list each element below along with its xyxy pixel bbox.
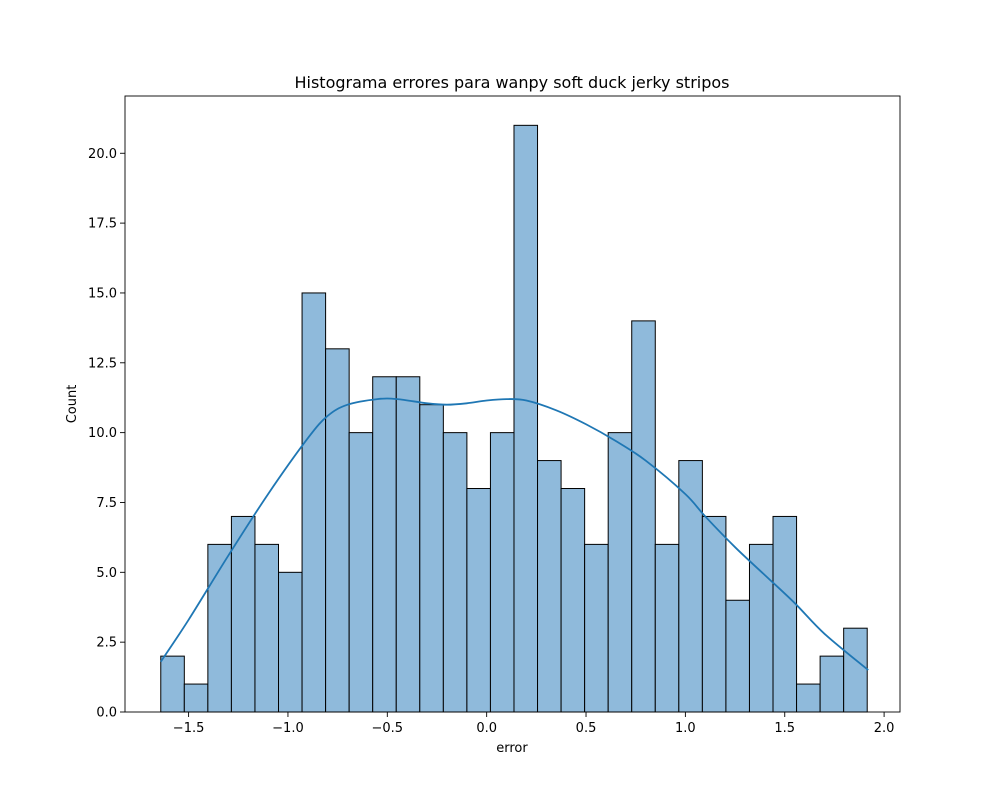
histogram-bar [654, 543, 680, 713]
histogram-bar [537, 460, 562, 713]
y-tick-label: 5.0 [96, 566, 117, 581]
x-tick-label: −1.5 [173, 721, 205, 736]
histogram-bar [278, 571, 303, 713]
chart-title: Histograma errores para wanpy soft duck … [294, 73, 729, 92]
y-tick-label: 20.0 [88, 147, 117, 162]
histogram-bar [819, 655, 845, 713]
x-axis: −1.5 −1.0 −0.5 0.0 0.5 1.0 1.5 2.0 [173, 712, 895, 736]
x-axis-label: error [496, 741, 528, 756]
histogram-bar [489, 432, 515, 713]
histogram-bar [301, 292, 327, 713]
histogram-bar [843, 627, 868, 713]
x-tick-label: 1.5 [774, 721, 795, 736]
histogram-bar [772, 515, 798, 713]
histogram-bar [701, 515, 727, 713]
y-tick-label: 17.5 [88, 217, 117, 232]
histogram-bar [183, 683, 209, 713]
x-tick-label: 0.5 [576, 721, 597, 736]
histogram-bar [607, 432, 633, 713]
y-tick-label: 7.5 [96, 496, 117, 511]
x-tick-label: −1.0 [272, 721, 304, 736]
histogram-bar [748, 543, 774, 713]
histogram-bar [325, 348, 350, 713]
histogram-bar [584, 543, 609, 713]
bars-group [160, 124, 868, 713]
y-tick-label: 12.5 [88, 356, 117, 371]
histogram-bar [560, 488, 586, 713]
y-tick-label: 0.0 [96, 706, 117, 721]
y-tick-label: 15.0 [88, 286, 117, 301]
histogram-bar [513, 124, 539, 713]
histogram-bar [372, 376, 397, 713]
kde-curve [160, 397, 869, 671]
x-tick-label: 2.0 [874, 721, 895, 736]
histogram-bar [442, 432, 468, 713]
histogram-bar [348, 432, 374, 713]
x-tick-label: −0.5 [372, 721, 404, 736]
histogram-bar [466, 488, 491, 713]
y-axis: 0.0 2.5 5.0 7.5 10.0 12.5 15.0 17.5 20.0 [88, 147, 125, 721]
histogram-bar [796, 683, 821, 713]
histogram-bar [395, 376, 421, 713]
x-tick-label: 0.0 [476, 721, 497, 736]
y-axis-label: Count [65, 385, 80, 424]
x-tick-label: 1.0 [675, 721, 696, 736]
histogram-bar [419, 404, 444, 713]
histogram-bar [254, 543, 280, 713]
histogram-bar [631, 320, 656, 713]
histogram-bar [725, 599, 750, 713]
plot-frame [124, 95, 901, 713]
histogram-bar [160, 655, 185, 713]
y-tick-label: 10.0 [88, 426, 117, 441]
y-tick-label: 2.5 [96, 636, 117, 651]
